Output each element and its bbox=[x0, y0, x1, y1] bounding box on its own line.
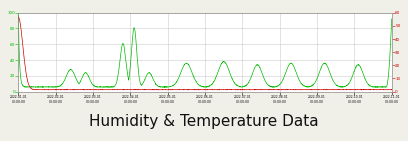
Text: Humidity & Temperature Data: Humidity & Temperature Data bbox=[89, 114, 319, 129]
